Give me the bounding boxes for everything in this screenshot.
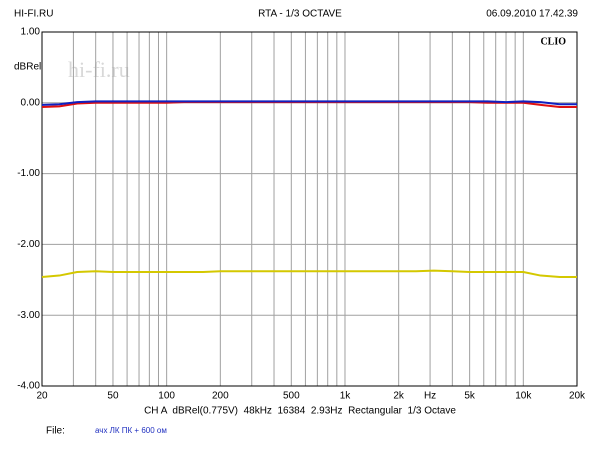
chart-title: RTA - 1/3 OCTAVE <box>258 9 342 20</box>
x-tick-label: 100 <box>158 391 175 402</box>
y-tick-label: -4.00 <box>17 381 40 392</box>
x-tick-label: 1k <box>340 391 352 402</box>
file-name: ачх ЛК ПК + 600 ом <box>95 426 167 435</box>
x-tick-label: 20k <box>569 391 586 402</box>
footer-settings: CH A dBRel(0.775V) 48kHz 16384 2.93Hz Re… <box>144 406 456 417</box>
x-tick-label: 2k <box>393 391 405 402</box>
y-tick-label: -1.00 <box>17 168 40 179</box>
x-tick-label: 20 <box>36 391 48 402</box>
brand-label: CLIO <box>540 36 566 47</box>
series-line <box>41 101 577 109</box>
timestamp: 06.09.2010 17.42.39 <box>486 9 578 20</box>
x-tick-label: 200 <box>212 391 229 402</box>
x-tick-label: 10k <box>515 391 532 402</box>
y-tick-label: -3.00 <box>17 310 40 321</box>
y-tick-label: 1.00 <box>21 27 41 38</box>
x-tick-label: 500 <box>283 391 300 402</box>
y-tick-label: -2.00 <box>17 239 40 250</box>
x-tick-label: 50 <box>107 391 119 402</box>
file-label: File: <box>46 426 65 437</box>
watermark: hi-fi.ru <box>68 57 130 82</box>
x-tick-label: 5k <box>464 391 476 402</box>
source-label: HI-FI.RU <box>14 9 53 20</box>
plot-frame <box>41 31 578 387</box>
y-tick-label: 0.00 <box>21 97 41 108</box>
x-tick-label: Hz <box>424 391 436 402</box>
y-axis-label: dBRel <box>14 62 41 73</box>
series-line <box>41 100 577 106</box>
series-line <box>41 269 577 278</box>
